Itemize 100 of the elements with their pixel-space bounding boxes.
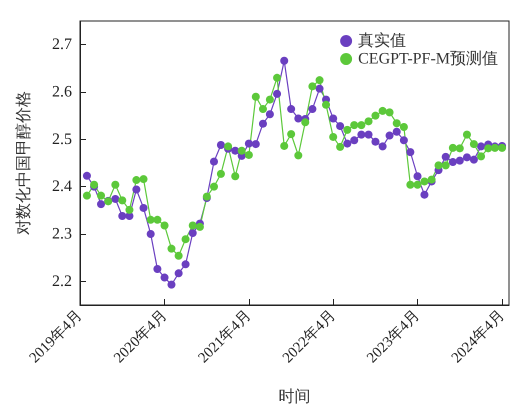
point bbox=[140, 175, 148, 184]
point bbox=[160, 221, 169, 230]
point bbox=[153, 216, 162, 224]
point bbox=[287, 105, 296, 114]
point bbox=[462, 153, 471, 162]
point bbox=[273, 74, 282, 82]
point bbox=[273, 90, 282, 98]
point bbox=[336, 122, 344, 130]
point bbox=[400, 136, 408, 144]
point bbox=[280, 142, 288, 150]
point bbox=[231, 146, 240, 155]
point bbox=[386, 132, 394, 140]
point bbox=[97, 200, 106, 208]
point bbox=[434, 161, 443, 170]
point bbox=[216, 170, 225, 178]
point bbox=[82, 192, 91, 200]
point bbox=[238, 146, 246, 155]
point bbox=[392, 119, 401, 128]
y-tick-label: 2.2 bbox=[52, 272, 72, 290]
legend-label: 真实值 bbox=[358, 32, 406, 50]
point bbox=[244, 150, 253, 159]
legend-label: CEGPT-PF-M预测值 bbox=[358, 50, 498, 68]
point bbox=[308, 105, 316, 114]
point bbox=[280, 56, 288, 65]
point bbox=[448, 158, 457, 166]
point bbox=[182, 235, 190, 244]
point bbox=[392, 128, 401, 136]
point bbox=[420, 177, 428, 186]
point bbox=[400, 123, 408, 132]
point bbox=[357, 130, 366, 139]
point bbox=[470, 140, 478, 148]
point bbox=[371, 112, 380, 120]
point bbox=[266, 110, 274, 118]
y-axis-title: 对数化中国甲醇价格 bbox=[14, 91, 32, 235]
point bbox=[322, 100, 330, 109]
point bbox=[188, 229, 197, 238]
point bbox=[111, 180, 120, 189]
point bbox=[216, 141, 225, 150]
point bbox=[378, 106, 387, 115]
point bbox=[132, 176, 140, 184]
point bbox=[357, 121, 366, 130]
point bbox=[167, 280, 176, 289]
point bbox=[82, 172, 91, 180]
point bbox=[456, 144, 464, 152]
point bbox=[420, 190, 428, 199]
point bbox=[231, 172, 240, 180]
point bbox=[329, 114, 338, 123]
point bbox=[316, 84, 324, 93]
point bbox=[343, 140, 352, 148]
y-tick-label: 2.7 bbox=[52, 36, 72, 54]
point bbox=[414, 172, 422, 180]
point bbox=[146, 230, 155, 238]
point bbox=[294, 114, 302, 123]
y-tick-label: 2.3 bbox=[52, 226, 72, 242]
point bbox=[244, 140, 253, 148]
point bbox=[448, 144, 457, 152]
point bbox=[252, 140, 260, 148]
point bbox=[316, 76, 324, 84]
point bbox=[386, 108, 394, 116]
point bbox=[456, 156, 464, 165]
point bbox=[97, 192, 106, 200]
point bbox=[167, 244, 176, 253]
point bbox=[329, 132, 338, 141]
point bbox=[118, 196, 126, 204]
point bbox=[294, 151, 302, 160]
point bbox=[160, 274, 169, 282]
point bbox=[442, 161, 450, 170]
point bbox=[442, 152, 450, 161]
point bbox=[146, 216, 155, 224]
point bbox=[371, 138, 380, 146]
point bbox=[196, 222, 204, 231]
point bbox=[174, 252, 183, 260]
point bbox=[350, 121, 358, 130]
point bbox=[343, 126, 352, 134]
point bbox=[224, 142, 232, 150]
point bbox=[125, 206, 134, 214]
point bbox=[182, 260, 190, 268]
point bbox=[258, 105, 267, 114]
point bbox=[301, 118, 310, 126]
point bbox=[111, 194, 120, 203]
point bbox=[406, 180, 414, 189]
point bbox=[350, 136, 358, 144]
x-axis-title: 时间 bbox=[278, 388, 310, 406]
point bbox=[477, 152, 486, 160]
point bbox=[477, 142, 486, 150]
y-tick-label: 2.6 bbox=[52, 84, 72, 100]
point bbox=[414, 180, 422, 189]
point bbox=[210, 158, 218, 166]
point bbox=[252, 92, 260, 101]
point bbox=[266, 96, 274, 104]
point bbox=[287, 130, 296, 138]
point bbox=[364, 130, 373, 139]
point bbox=[188, 221, 197, 230]
point bbox=[462, 130, 471, 139]
point bbox=[484, 144, 492, 152]
point bbox=[308, 82, 316, 90]
point bbox=[378, 142, 387, 150]
point bbox=[364, 117, 373, 126]
point bbox=[140, 204, 148, 212]
point bbox=[406, 148, 414, 156]
